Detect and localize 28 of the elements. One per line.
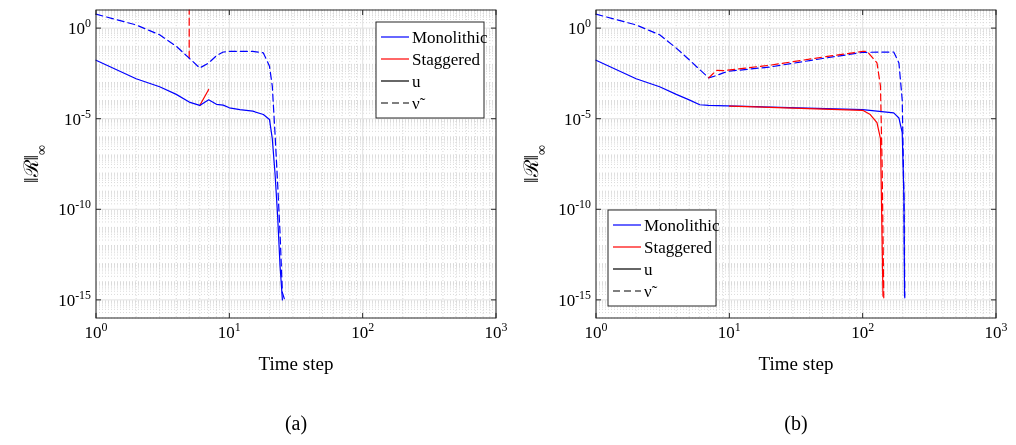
x-tick-label: 10$^{1}$ (217, 320, 241, 342)
y-tick-label: 10$^{-15}$ (58, 287, 92, 310)
y-tick-label: 10$^{-10}$ (58, 197, 92, 220)
legend-label: Monolithic (644, 216, 721, 235)
legend-label: Staggered (412, 50, 481, 69)
legend-label: u (644, 260, 653, 279)
legend-label: Staggered (644, 238, 713, 257)
x-tick-label: 10$^{3}$ (984, 320, 1008, 342)
y-tick-label: 10$^{-10}$ (558, 197, 592, 220)
legend-label: u (412, 72, 421, 91)
x-tick-label: 10$^{2}$ (851, 320, 875, 342)
y-tick-label: 10$^{-15}$ (558, 287, 592, 310)
x-tick-label: 10$^{2}$ (351, 320, 375, 342)
x-tick-label: 10$^{1}$ (717, 320, 741, 342)
x-tick-label: 10$^{0}$ (584, 320, 608, 342)
text: (b) (784, 412, 808, 435)
legend-label: ν̃ (412, 94, 426, 113)
y-tick-label: 10$^{0}$ (68, 16, 92, 39)
y-tick-label: 10$^{-5}$ (64, 106, 92, 129)
x-axis-title: Time step (258, 353, 334, 374)
y-tick-label: 10$^{0}$ (568, 16, 592, 39)
x-tick-label: 10$^{0}$ (84, 320, 108, 342)
x-tick-label: 10$^{3}$ (484, 320, 508, 342)
text: (a) (284, 412, 308, 435)
y-tick-label: 10$^{-5}$ (564, 106, 592, 129)
legend-label: Monolithic (412, 28, 489, 47)
legend-label: ν̃ (644, 282, 658, 301)
x-axis-title: Time step (758, 353, 834, 374)
